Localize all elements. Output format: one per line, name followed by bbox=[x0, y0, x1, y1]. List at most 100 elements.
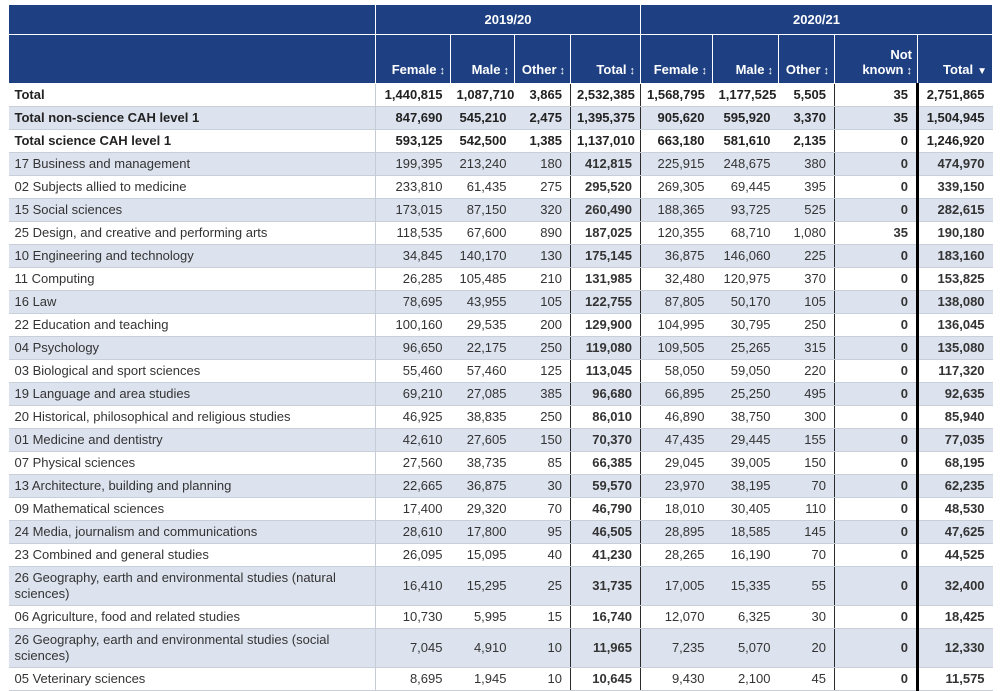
row-label: 04 Psychology bbox=[8, 336, 376, 360]
row-label: 24 Media, journalism and communications bbox=[8, 520, 376, 544]
cell-male-2019-20: 29,535 bbox=[450, 313, 515, 337]
cell-female-2019-20: 27,560 bbox=[375, 451, 451, 475]
cell-female-2019-20: 10,730 bbox=[375, 605, 451, 629]
row-label: 03 Biological and sport sciences bbox=[8, 359, 376, 383]
table-row: 22 Education and teaching 100,160 29,535 20… bbox=[8, 313, 993, 337]
row-label: Total bbox=[8, 83, 376, 107]
cell-not-known-2020-21: 0 bbox=[834, 543, 918, 567]
cell-male-2020-21: 16,190 bbox=[712, 543, 779, 567]
cell-female-2019-20: 593,125 bbox=[375, 129, 451, 153]
cell-total-2019-20: 46,505 bbox=[570, 520, 641, 544]
table-row: 17 Business and management 199,395 213,240… bbox=[8, 152, 993, 176]
cell-female-2019-20: 16,410 bbox=[375, 566, 451, 606]
cell-male-2020-21: 1,177,525 bbox=[712, 83, 779, 107]
column-label: Male bbox=[735, 62, 765, 77]
cell-not-known-2020-21: 0 bbox=[834, 382, 918, 406]
cell-other-2019-20: 180 bbox=[514, 152, 571, 176]
cell-total-2019-20: 2,532,385 bbox=[570, 83, 641, 107]
cell-not-known-2020-21: 0 bbox=[834, 152, 918, 176]
column-header-female-2020-21[interactable]: Female ↕ bbox=[640, 34, 713, 84]
table-row: 10 Engineering and technology 34,845 140,1… bbox=[8, 244, 993, 268]
cell-male-2020-21: 248,675 bbox=[712, 152, 779, 176]
column-header-male-2020-21[interactable]: Male ↕ bbox=[712, 34, 779, 84]
table-row: 04 Psychology 96,650 22,175 250 119,080 109,5… bbox=[8, 336, 993, 360]
column-header-male-2019-20[interactable]: Male ↕ bbox=[450, 34, 515, 84]
cell-not-known-2020-21: 0 bbox=[834, 336, 918, 360]
cell-total-2019-20: 122,755 bbox=[570, 290, 641, 314]
table-row: 09 Mathematical sciences 17,400 29,320 70 46… bbox=[8, 497, 993, 521]
cell-male-2020-21: 38,195 bbox=[712, 474, 779, 498]
row-label: 05 Veterinary sciences bbox=[8, 667, 376, 691]
cell-male-2019-20: 213,240 bbox=[450, 152, 515, 176]
cell-other-2020-21: 220 bbox=[778, 359, 835, 383]
cell-female-2019-20: 100,160 bbox=[375, 313, 451, 337]
cell-other-2019-20: 25 bbox=[514, 566, 571, 606]
cell-total-2020-21: 85,940 bbox=[915, 405, 993, 429]
table-row: 26 Geography, earth and environmental st… bbox=[8, 566, 993, 606]
column-header-other-2019-20[interactable]: Other ↕ bbox=[514, 34, 571, 84]
cell-other-2020-21: 45 bbox=[778, 667, 835, 691]
cell-other-2019-20: 320 bbox=[514, 198, 571, 222]
row-label-header-spacer bbox=[8, 34, 376, 84]
cell-other-2019-20: 30 bbox=[514, 474, 571, 498]
cell-female-2020-21: 87,805 bbox=[640, 290, 713, 314]
sort-icon: ↕ bbox=[701, 65, 708, 77]
column-header-total-2019-20[interactable]: Total ↕ bbox=[570, 34, 641, 84]
cell-male-2019-20: 105,485 bbox=[450, 267, 515, 291]
cell-female-2019-20: 26,095 bbox=[375, 543, 451, 567]
cell-not-known-2020-21: 0 bbox=[834, 244, 918, 268]
cell-male-2020-21: 69,445 bbox=[712, 175, 779, 199]
cell-other-2019-20: 200 bbox=[514, 313, 571, 337]
sort-descending-icon: ▼ bbox=[977, 66, 988, 77]
cell-total-2020-21: 11,575 bbox=[915, 667, 993, 691]
cell-female-2020-21: 58,050 bbox=[640, 359, 713, 383]
year-group-2020-21: 2020/21 bbox=[639, 4, 994, 35]
cell-female-2020-21: 104,995 bbox=[640, 313, 713, 337]
table-row: Total 1,440,815 1,087,710 3,865 2,532,385 1,5… bbox=[8, 83, 993, 107]
cell-male-2019-20: 15,095 bbox=[450, 543, 515, 567]
cell-total-2019-20: 10,645 bbox=[570, 667, 641, 691]
table-row: 25 Design, and creative and performing a… bbox=[8, 221, 993, 245]
cell-female-2019-20: 7,045 bbox=[375, 628, 451, 668]
cell-female-2020-21: 109,505 bbox=[640, 336, 713, 360]
column-label: Other bbox=[521, 62, 557, 77]
cell-not-known-2020-21: 0 bbox=[834, 405, 918, 429]
table-row: 26 Geography, earth and environmental st… bbox=[8, 628, 993, 668]
cell-total-2020-21: 18,425 bbox=[915, 605, 993, 629]
cell-female-2019-20: 17,400 bbox=[375, 497, 451, 521]
cell-male-2020-21: 30,405 bbox=[712, 497, 779, 521]
cell-male-2020-21: 581,610 bbox=[712, 129, 779, 153]
cell-male-2019-20: 542,500 bbox=[450, 129, 515, 153]
cell-total-2019-20: 260,490 bbox=[570, 198, 641, 222]
column-header-not-known-2020-21[interactable]: Not known ↕ bbox=[834, 34, 918, 84]
cell-male-2019-20: 36,875 bbox=[450, 474, 515, 498]
cell-male-2020-21: 68,710 bbox=[712, 221, 779, 245]
cell-not-known-2020-21: 35 bbox=[834, 83, 918, 107]
cell-total-2020-21: 1,504,945 bbox=[915, 106, 993, 130]
cell-female-2020-21: 46,890 bbox=[640, 405, 713, 429]
table-row: 07 Physical sciences 27,560 38,735 85 66,385… bbox=[8, 451, 993, 475]
cell-total-2020-21: 77,035 bbox=[915, 428, 993, 452]
cell-total-2020-21: 32,400 bbox=[915, 566, 993, 606]
cell-male-2019-20: 27,605 bbox=[450, 428, 515, 452]
table-row: 06 Agriculture, food and related studies… bbox=[8, 605, 993, 629]
cell-other-2019-20: 150 bbox=[514, 428, 571, 452]
cell-male-2019-20: 15,295 bbox=[450, 566, 515, 606]
student-enrolment-table: 2019/20 2020/21 Female ↕ Male ↕ Other ↕ Total ↕… bbox=[8, 4, 994, 691]
cell-total-2020-21: 117,320 bbox=[915, 359, 993, 383]
cell-female-2020-21: 905,620 bbox=[640, 106, 713, 130]
row-label: 09 Mathematical sciences bbox=[8, 497, 376, 521]
cell-male-2020-21: 18,585 bbox=[712, 520, 779, 544]
cell-male-2020-21: 146,060 bbox=[712, 244, 779, 268]
column-header-total-2020-21[interactable]: Total ▼ bbox=[916, 34, 994, 84]
cell-other-2020-21: 3,370 bbox=[778, 106, 835, 130]
cell-not-known-2020-21: 35 bbox=[834, 106, 918, 130]
row-label: 20 Historical, philosophical and religio… bbox=[8, 405, 376, 429]
cell-male-2020-21: 120,975 bbox=[712, 267, 779, 291]
column-header-female-2019-20[interactable]: Female ↕ bbox=[375, 34, 451, 84]
cell-female-2020-21: 28,895 bbox=[640, 520, 713, 544]
cell-other-2019-20: 70 bbox=[514, 497, 571, 521]
cell-female-2019-20: 96,650 bbox=[375, 336, 451, 360]
column-header-other-2020-21[interactable]: Other ↕ bbox=[778, 34, 835, 84]
